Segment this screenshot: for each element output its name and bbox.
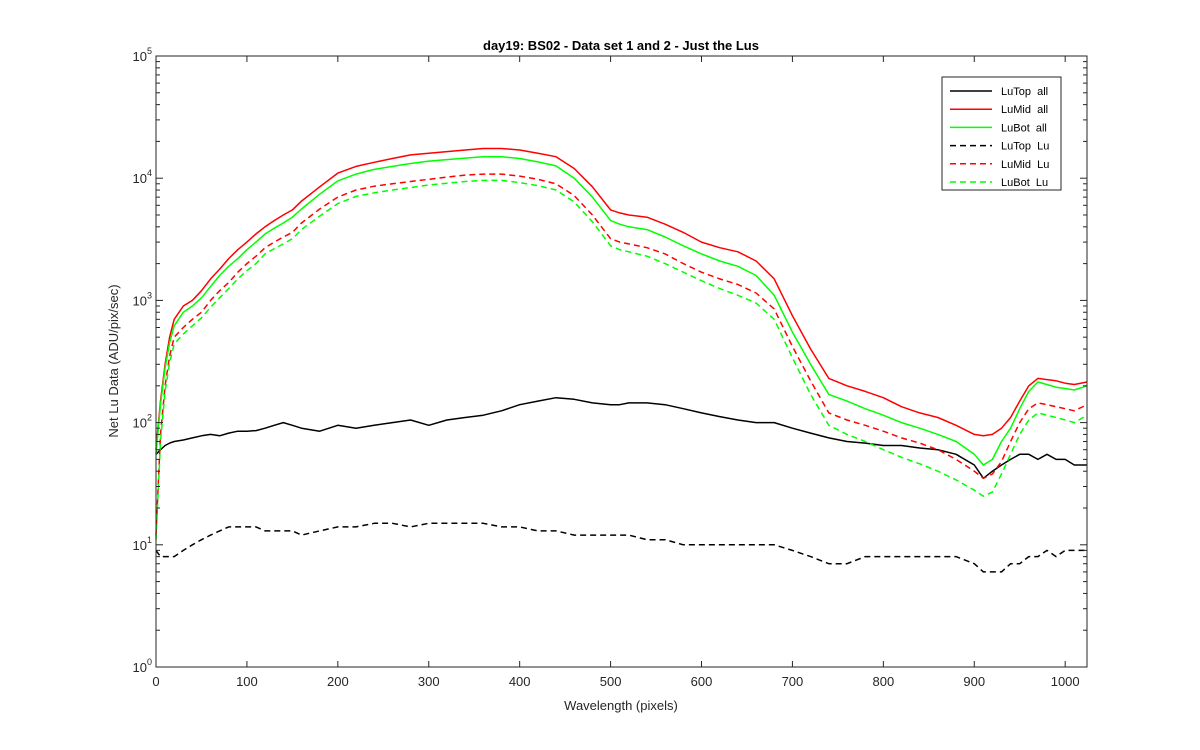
- plot-area: [156, 56, 1087, 667]
- series-line-6: [155, 179, 1088, 540]
- y-tick-label: 100: [133, 657, 152, 675]
- series-line-4: [155, 522, 1087, 573]
- x-tick-label: 800: [872, 674, 894, 689]
- series-line-3: [155, 155, 1088, 466]
- series-line-2: [155, 147, 1088, 450]
- x-axis-ticks: 0 100 200 300 400 500 600 700 800 900 1000: [152, 56, 1080, 689]
- legend-box: [941, 76, 1062, 191]
- x-tick-label: 200: [327, 674, 349, 689]
- chart-title: day19: BS02 - Data set 1 and 2 - Just th…: [483, 38, 759, 53]
- y-tick-label: 101: [133, 535, 152, 553]
- legend-label: LuMid all: [1001, 104, 1048, 116]
- legend-label: LuMid Lu: [1001, 159, 1049, 171]
- legend-label: LuBot all: [1001, 122, 1047, 134]
- y-tick-label: 102: [133, 413, 152, 431]
- x-tick-label: 1000: [1051, 674, 1080, 689]
- y-axis-ticks: 100 101 102 103 104 105: [133, 46, 1087, 675]
- y-tick-label: 104: [133, 168, 152, 186]
- x-axis-label: Wavelength (pixels): [564, 698, 678, 713]
- x-tick-label: 700: [782, 674, 804, 689]
- legend-label: LuTop all: [1001, 86, 1048, 98]
- axes-box: [155, 55, 1088, 668]
- legend-label: LuTop Lu: [1001, 141, 1049, 153]
- x-tick-label: 400: [509, 674, 531, 689]
- x-tick-label: 600: [691, 674, 713, 689]
- x-tick-label: 300: [418, 674, 440, 689]
- x-tick-label: 100: [236, 674, 258, 689]
- y-tick-label: 103: [133, 290, 152, 308]
- series-line-1: [155, 396, 1087, 480]
- x-tick-label: 0: [152, 674, 159, 689]
- y-axis-label: Net Lu Data (ADU/pix/sec): [106, 284, 121, 437]
- series-layer: [155, 147, 1088, 573]
- legend-label: LuBot Lu: [1001, 177, 1048, 189]
- series-line-5: [155, 173, 1088, 536]
- legend: LuTop all LuMid all LuBot all LuTop Lu LuMid…: [941, 76, 1062, 191]
- x-tick-label: 500: [600, 674, 622, 689]
- y-tick-label: 105: [133, 46, 152, 64]
- x-tick-label: 900: [963, 674, 985, 689]
